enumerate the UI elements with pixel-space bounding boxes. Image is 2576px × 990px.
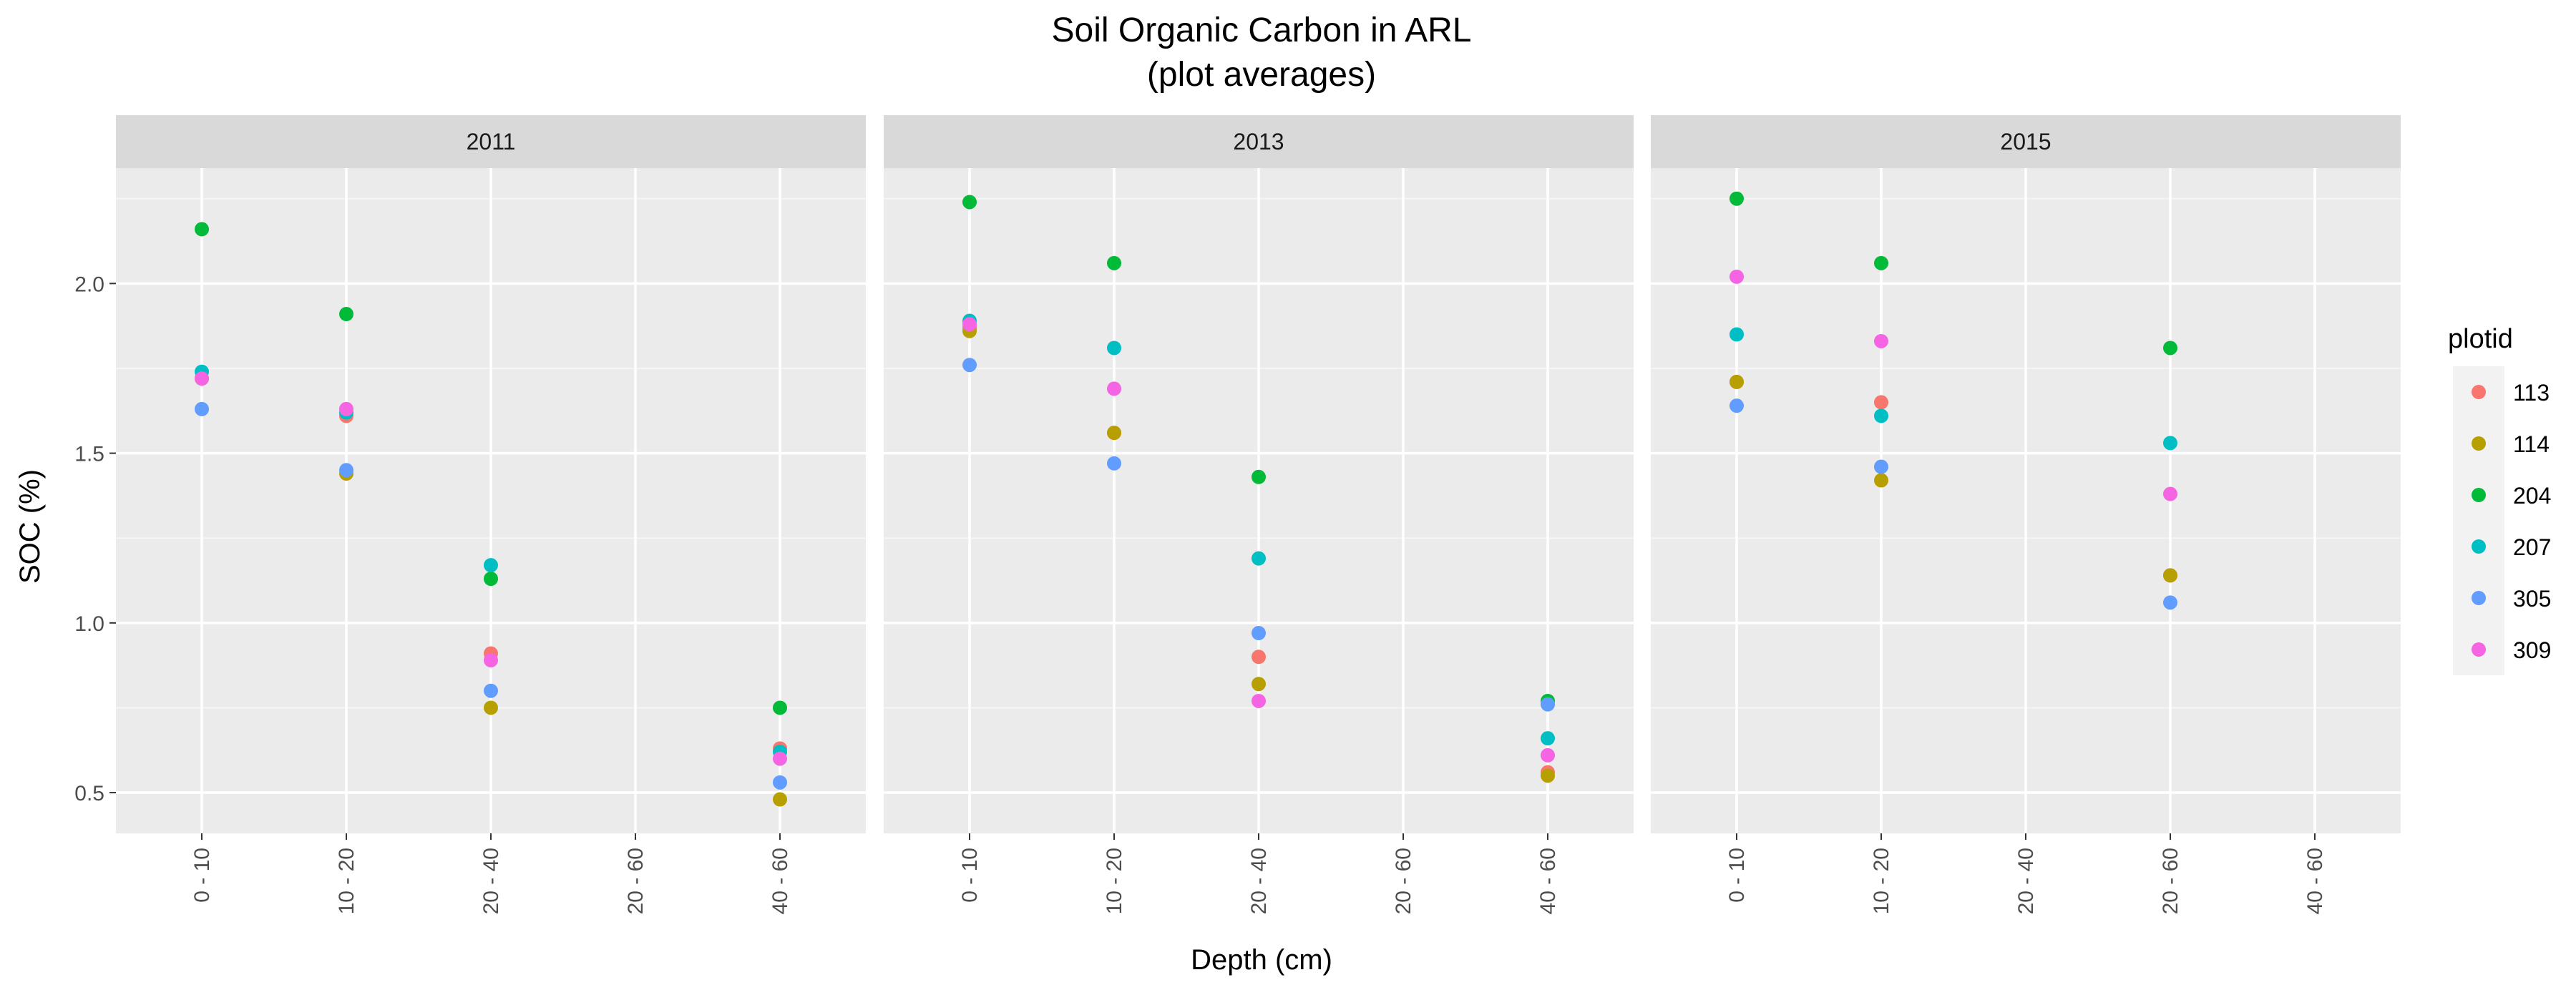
y-tick-label: 2.0 bbox=[74, 273, 104, 296]
data-point-309 bbox=[1541, 748, 1555, 763]
data-point-305 bbox=[1252, 626, 1266, 641]
legend-swatch-207 bbox=[2472, 539, 2486, 554]
x-tick-label: 0 - 10 bbox=[190, 848, 214, 903]
data-point-309 bbox=[2163, 486, 2177, 501]
data-point-114 bbox=[1729, 374, 1744, 389]
legend-swatch-204 bbox=[2472, 488, 2486, 502]
data-point-204 bbox=[2163, 340, 2177, 356]
data-point-207 bbox=[484, 558, 498, 573]
data-point-204 bbox=[1107, 255, 1121, 270]
data-point-207 bbox=[1252, 551, 1266, 566]
panel-2013: 2013 0 - 10 10 - 20 20 - 40 20 - 60 40 - 60 bbox=[884, 115, 1634, 914]
data-point-114 bbox=[773, 792, 787, 807]
legend-label: 207 bbox=[2513, 534, 2551, 560]
data-point-204 bbox=[962, 195, 977, 210]
legend-label: 113 bbox=[2513, 380, 2550, 406]
legend-swatch-305 bbox=[2472, 591, 2486, 605]
data-point-305 bbox=[1541, 697, 1555, 712]
data-point-114 bbox=[1874, 473, 1888, 488]
data-point-309 bbox=[1107, 381, 1121, 396]
data-point-113 bbox=[1252, 650, 1266, 665]
y-tick-label: 1.0 bbox=[74, 612, 104, 636]
facet-strip bbox=[1651, 115, 2401, 168]
x-tick-label: 20 - 40 bbox=[2014, 848, 2038, 914]
x-tick-label: 40 - 60 bbox=[769, 848, 792, 914]
x-tick-label: 40 - 60 bbox=[2303, 848, 2327, 914]
x-tick-label: 10 - 20 bbox=[1870, 848, 1893, 914]
data-point-309 bbox=[195, 371, 209, 386]
x-tick-label: 20 - 40 bbox=[479, 848, 503, 914]
panel-2015: 2015 0 - 10 10 - 20 20 - 40 20 - 60 40 - 60 bbox=[1651, 115, 2401, 914]
x-tick-label: 10 - 20 bbox=[1103, 848, 1126, 914]
data-point-309 bbox=[1729, 269, 1744, 284]
data-point-207 bbox=[1541, 731, 1555, 746]
data-point-204 bbox=[484, 572, 498, 587]
x-axis-label: Depth (cm) bbox=[1191, 944, 1332, 976]
panel-2011: 2011 0 - 10 10 - 20 20 - 40 20 - 60 40 - 60 bbox=[116, 115, 866, 914]
data-point-305 bbox=[339, 463, 353, 478]
data-point-114 bbox=[1541, 768, 1555, 783]
data-point-204 bbox=[339, 307, 353, 322]
facet-strip-label: 2013 bbox=[1233, 129, 1284, 155]
legend-label: 305 bbox=[2513, 586, 2551, 612]
chart-subtitle: (plot averages) bbox=[1147, 56, 1376, 94]
data-point-305 bbox=[2163, 595, 2177, 610]
legend-label: 309 bbox=[2513, 637, 2551, 663]
data-point-309 bbox=[1874, 333, 1888, 348]
y-axis-label: SOC (%) bbox=[14, 469, 46, 584]
x-tick-label: 20 - 60 bbox=[2159, 848, 2182, 914]
legend-swatch-113 bbox=[2472, 385, 2486, 399]
data-point-305 bbox=[1107, 456, 1121, 471]
data-point-305 bbox=[962, 358, 977, 373]
data-point-309 bbox=[1252, 693, 1266, 708]
data-point-204 bbox=[1252, 469, 1266, 484]
x-tick-label: 10 - 20 bbox=[335, 848, 358, 914]
x-tick-label: 40 - 60 bbox=[1536, 848, 1560, 914]
data-point-207 bbox=[1729, 327, 1744, 342]
data-point-204 bbox=[1874, 255, 1888, 270]
data-point-305 bbox=[1729, 398, 1744, 413]
data-point-309 bbox=[339, 401, 353, 416]
data-point-309 bbox=[773, 751, 787, 766]
data-point-114 bbox=[2163, 568, 2177, 583]
data-point-207 bbox=[1874, 408, 1888, 423]
data-point-114 bbox=[484, 700, 498, 715]
legend-label: 204 bbox=[2513, 483, 2551, 509]
legend-swatch-309 bbox=[2472, 642, 2486, 657]
data-point-114 bbox=[1252, 677, 1266, 692]
data-point-305 bbox=[484, 683, 498, 698]
data-point-309 bbox=[484, 653, 498, 668]
y-tick-label: 1.5 bbox=[74, 443, 104, 466]
data-point-114 bbox=[1107, 426, 1121, 441]
legend-swatch-114 bbox=[2472, 436, 2486, 451]
x-tick-label: 20 - 40 bbox=[1247, 848, 1271, 914]
data-point-207 bbox=[2163, 436, 2177, 451]
legend-title: plotid bbox=[2448, 324, 2513, 354]
x-tick-label: 20 - 60 bbox=[624, 848, 648, 914]
data-point-207 bbox=[1107, 340, 1121, 356]
legend-label: 114 bbox=[2513, 431, 2550, 457]
data-point-204 bbox=[1729, 191, 1744, 206]
x-tick-label: 20 - 60 bbox=[1392, 848, 1415, 914]
facet-strip bbox=[116, 115, 866, 168]
data-point-113 bbox=[1874, 395, 1888, 410]
x-tick-label: 0 - 10 bbox=[1725, 848, 1749, 903]
facet-strip bbox=[884, 115, 1634, 168]
y-tick-label: 0.5 bbox=[74, 782, 104, 805]
data-point-305 bbox=[1874, 459, 1888, 474]
facet-strip-label: 2015 bbox=[2000, 129, 2051, 155]
y-axis: 0.5 1.0 1.5 2.0 bbox=[74, 273, 116, 805]
data-point-309 bbox=[962, 317, 977, 332]
data-point-204 bbox=[773, 700, 787, 715]
data-point-305 bbox=[773, 775, 787, 790]
x-tick-label: 0 - 10 bbox=[958, 848, 982, 903]
facet-strip-label: 2011 bbox=[467, 129, 516, 155]
chart-title: Soil Organic Carbon in ARL bbox=[1052, 11, 1472, 49]
data-point-204 bbox=[195, 222, 209, 237]
data-point-305 bbox=[195, 401, 209, 416]
